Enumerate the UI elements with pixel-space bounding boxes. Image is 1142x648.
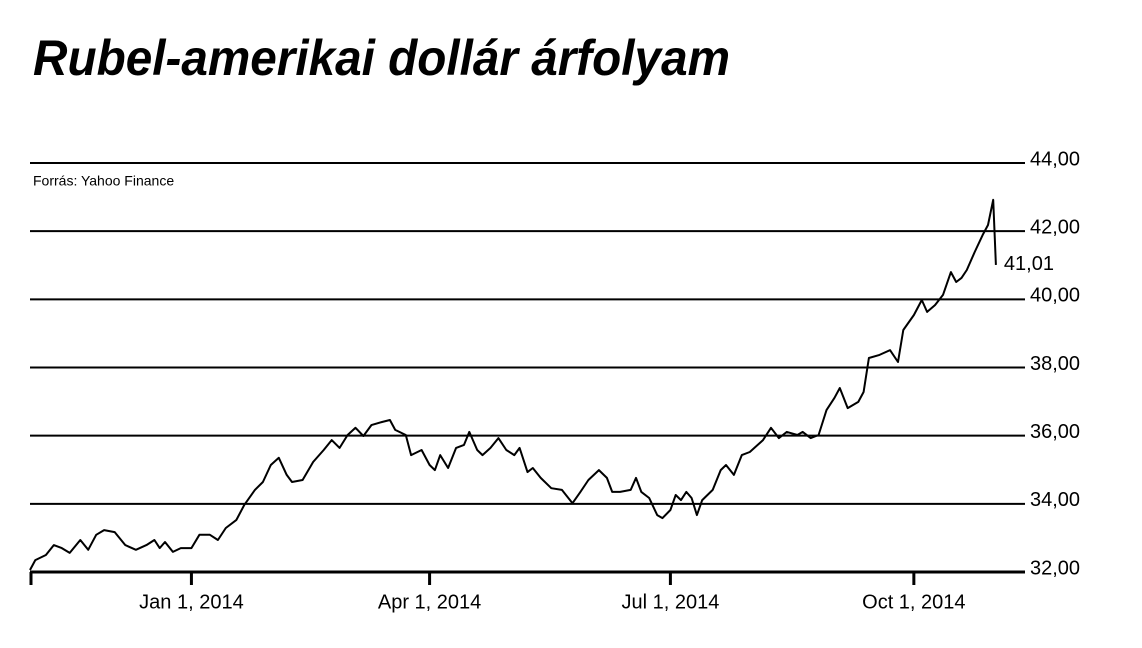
x-tick-label: Jul 1, 2014: [621, 591, 719, 613]
y-tick-label: 42,00: [1030, 216, 1080, 238]
source: Forrás: Yahoo Finance: [33, 173, 174, 189]
x-tick-label: Jan 1, 2014: [139, 591, 244, 613]
y-tick-label: 36,00: [1030, 421, 1080, 443]
chart-title: Rubel-amerikai dollár árfolyam: [33, 30, 730, 86]
y-tick-label: 44,00: [1030, 148, 1080, 170]
y-tick-label: 38,00: [1030, 353, 1080, 375]
y-tick-label: 34,00: [1030, 489, 1080, 511]
y-tick-label: 32,00: [1030, 557, 1080, 579]
y-tick-label: 40,00: [1030, 285, 1080, 307]
x-tick-label: Apr 1, 2014: [378, 591, 481, 613]
x-tick-label: Oct 1, 2014: [862, 591, 965, 613]
line: [29, 198, 997, 571]
last-value-label: 41,01: [1004, 253, 1054, 275]
